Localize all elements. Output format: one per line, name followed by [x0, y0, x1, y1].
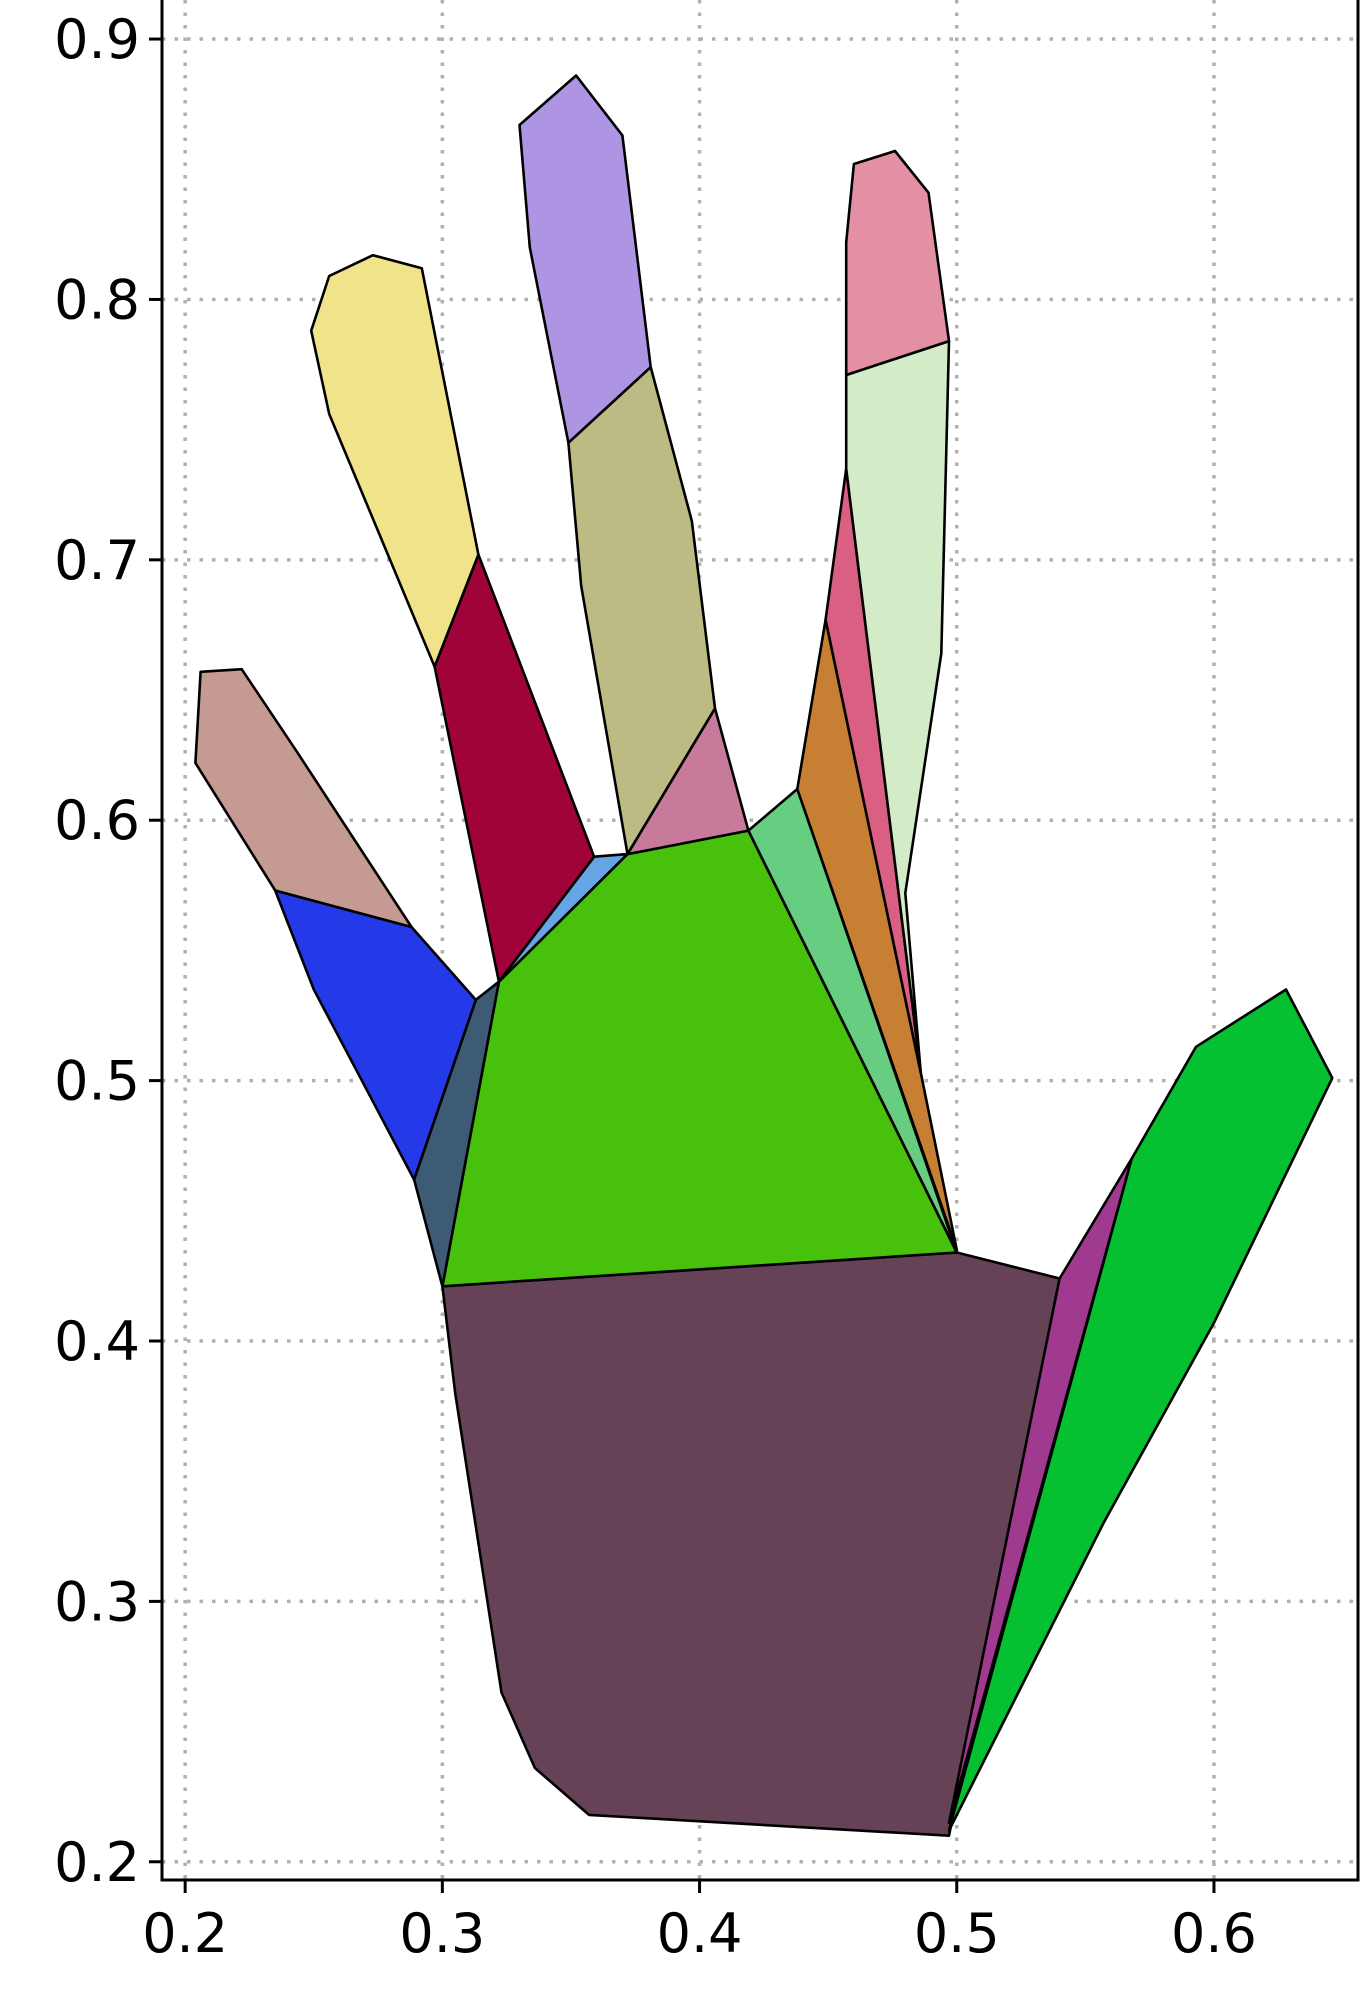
x-tick-label: 0.3 — [399, 1902, 485, 1965]
hand-segment-14 — [309, 253, 480, 668]
hand-segment-2 — [947, 988, 1334, 1832]
x-tick-label: 0.4 — [657, 1902, 743, 1965]
hand-segment-0 — [441, 1251, 1061, 1837]
x-tick-label: 0.6 — [1171, 1902, 1257, 1965]
y-tick-label: 0.4 — [54, 1310, 140, 1373]
hand-segment-11 — [518, 74, 653, 445]
y-tick-label: 0.7 — [54, 529, 140, 592]
x-tick-label: 0.5 — [914, 1902, 1000, 1965]
y-tick-label: 0.3 — [54, 1570, 140, 1633]
plot-frame — [160, 0, 1360, 1882]
axes — [149, 0, 1360, 1893]
x-tick-label: 0.2 — [142, 1902, 228, 1965]
hand-polygons — [194, 74, 1334, 1837]
y-tick-label: 0.9 — [54, 8, 140, 71]
tick-labels: 0.2 0.3 0.4 0.5 0.6 0.2 0.3 0.4 0.5 0.6 0.7 0.8 0.9 — [54, 8, 1257, 1965]
hand-segment-8 — [844, 149, 951, 377]
y-tick-label: 0.5 — [54, 1050, 140, 1113]
y-tick-label: 0.2 — [54, 1831, 140, 1894]
hand-segment-17 — [194, 667, 413, 929]
y-tick-label: 0.6 — [54, 789, 140, 852]
y-tick-label: 0.8 — [54, 268, 140, 331]
